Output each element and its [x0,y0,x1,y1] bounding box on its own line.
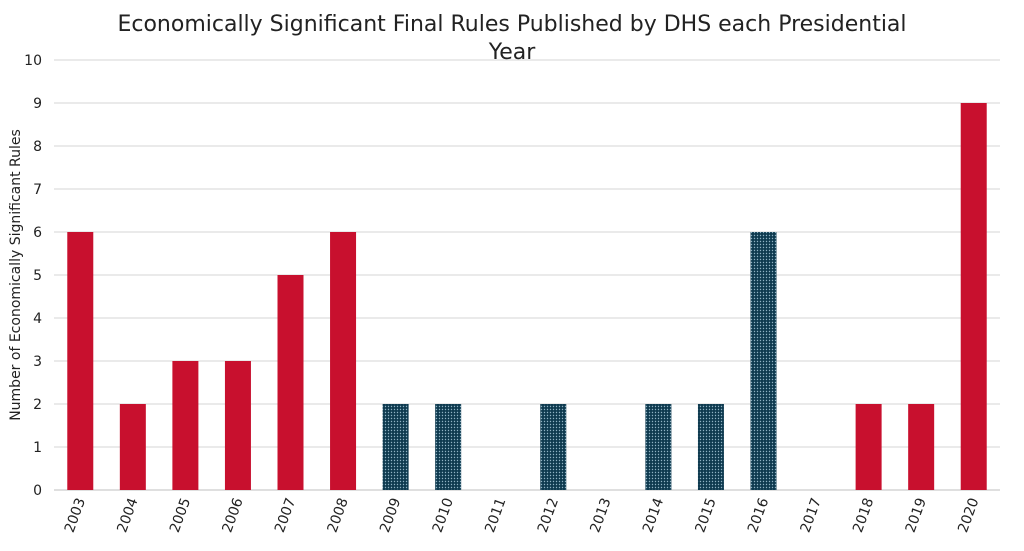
y-tick-label: 3 [33,354,42,370]
x-tick-label: 2005 [167,496,194,535]
y-tick-label: 1 [33,440,42,456]
y-tick-label: 5 [33,268,42,284]
x-tick-label: 2011 [482,496,509,535]
x-axis-ticks: 2003 2004 2005 2006 2007 2008 2009 2010 2011 2012… [62,496,983,535]
y-tick-label: 2 [33,397,42,413]
y-tick-label: 6 [33,225,42,241]
gridlines [54,59,1000,491]
x-tick-label: 2008 [325,496,352,535]
x-tick-label: 2006 [219,496,246,535]
bar-2020 [960,103,987,490]
bar-2009 [382,404,409,490]
bar-2014 [645,404,672,490]
chart-title-line-2: Year [488,40,537,65]
x-tick-label: 2010 [430,496,457,535]
bar-2018 [855,404,882,490]
y-tick-label: 7 [33,182,42,198]
y-tick-label: 0 [33,483,42,499]
bar-2006 [224,361,251,490]
x-tick-label: 2003 [62,496,89,535]
x-tick-label: 2018 [850,496,877,535]
y-tick-label: 10 [24,53,42,69]
x-tick-label: 2015 [692,496,719,535]
x-tick-label: 2004 [114,496,141,535]
x-tick-label: 2007 [272,496,299,535]
bar-2015 [697,404,724,490]
y-tick-label: 8 [33,139,42,155]
bar-2005 [172,361,199,490]
y-axis-ticks: 0 1 2 3 4 5 6 7 8 9 10 [24,53,42,499]
bar-2003 [67,232,94,490]
bars [67,103,987,490]
bar-2008 [330,232,357,490]
x-tick-label: 2017 [798,496,825,535]
y-axis-title: Number of Economically Significant Rules [8,129,24,421]
chart-title-line-1: Economically Significant Final Rules Pub… [117,12,906,37]
x-tick-label: 2020 [955,496,982,535]
bar-2010 [435,404,462,490]
x-tick-label: 2013 [587,496,614,535]
y-tick-label: 4 [33,311,42,327]
x-tick-label: 2012 [535,496,562,535]
x-tick-label: 2016 [745,496,772,535]
bar-2019 [908,404,935,490]
bar-2016 [750,232,777,490]
x-tick-label: 2019 [903,496,930,535]
x-tick-label: 2014 [640,496,667,535]
y-tick-label: 9 [33,96,42,112]
bar-2004 [119,404,146,490]
bar-2012 [540,404,567,490]
bar-2007 [277,275,304,490]
x-tick-label: 2009 [377,496,404,535]
